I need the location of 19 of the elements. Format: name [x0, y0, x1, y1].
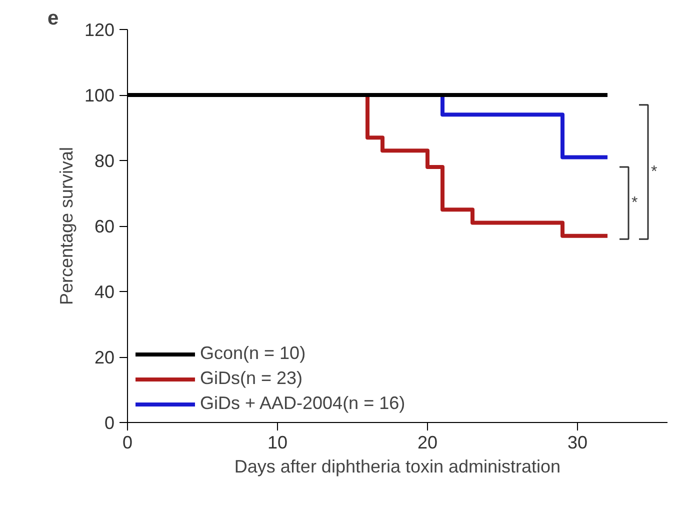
y-tick-label: 40 — [94, 282, 115, 302]
x-tick-label: 0 — [122, 432, 133, 452]
annotation: * — [632, 194, 638, 212]
y-axis-title: Percentage survival — [56, 146, 76, 306]
chart-title: e — [48, 8, 59, 30]
x-tick-label: 20 — [417, 432, 438, 452]
legend-label: GiDs + AAD-2004(n = 16) — [200, 393, 406, 414]
y-tick-label: 20 — [94, 348, 115, 368]
x-tick-label: 30 — [567, 432, 588, 452]
y-tick-label: 80 — [94, 151, 115, 171]
annotation: * — [651, 163, 658, 180]
legend-label: GiDs(n = 23) — [200, 368, 303, 389]
y-tick-label: 100 — [84, 86, 115, 106]
legend-label: Gcon(n = 10) — [200, 343, 306, 364]
y-tick-label: 0 — [104, 413, 115, 433]
x-axis-title: Days after diphtheria toxin administration — [234, 456, 561, 476]
y-tick-label: 60 — [94, 216, 115, 236]
y-tick-label: 120 — [84, 20, 115, 40]
x-tick-label: 10 — [267, 432, 288, 452]
